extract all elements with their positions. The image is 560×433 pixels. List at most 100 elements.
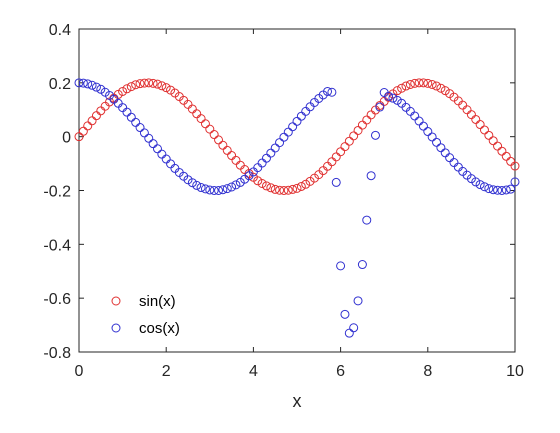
data-point xyxy=(135,123,145,133)
data-point xyxy=(222,184,232,194)
data-point xyxy=(187,178,197,188)
data-point xyxy=(370,130,380,140)
data-point xyxy=(157,81,167,91)
data-point xyxy=(296,181,306,191)
legend-label: sin(x) xyxy=(139,293,176,310)
data-point xyxy=(427,79,437,89)
data-point xyxy=(214,186,224,195)
data-point xyxy=(261,181,271,191)
data-point xyxy=(479,125,489,135)
data-point xyxy=(139,78,149,88)
data-point xyxy=(196,183,206,193)
data-point xyxy=(91,82,101,92)
y-tick-label: 0 xyxy=(62,130,71,147)
data-point xyxy=(266,183,276,193)
legend-label: cos(x) xyxy=(139,320,180,337)
data-point xyxy=(510,177,520,187)
data-point xyxy=(87,116,97,126)
data-point xyxy=(418,78,428,88)
data-point xyxy=(471,177,481,187)
data-point xyxy=(388,93,398,103)
data-point xyxy=(218,185,228,195)
x-tick-label: 0 xyxy=(75,363,84,380)
data-point xyxy=(475,180,485,190)
data-point xyxy=(357,260,367,270)
data-point xyxy=(122,84,132,94)
data-point xyxy=(283,185,293,195)
data-point xyxy=(148,78,158,88)
data-point xyxy=(384,91,394,101)
data-point xyxy=(436,143,446,153)
data-point xyxy=(497,186,507,195)
data-point xyxy=(493,185,503,195)
x-tick-label: 2 xyxy=(162,363,171,380)
data-point xyxy=(231,180,241,190)
data-point xyxy=(397,83,407,93)
data-point xyxy=(270,143,280,153)
data-point xyxy=(288,184,298,194)
x-tick-label: 8 xyxy=(423,363,432,380)
data-point xyxy=(340,309,350,319)
data-point xyxy=(423,127,433,137)
data-point xyxy=(135,79,145,89)
data-point xyxy=(126,82,136,92)
x-tick-label: 6 xyxy=(336,363,345,380)
data-point xyxy=(423,78,433,88)
data-point xyxy=(353,296,363,306)
data-point xyxy=(427,132,437,142)
data-point xyxy=(410,78,420,88)
data-point xyxy=(270,184,280,194)
data-point xyxy=(253,176,263,186)
data-point xyxy=(192,180,202,190)
tick-marks xyxy=(78,28,516,353)
data-point xyxy=(152,144,162,154)
data-point xyxy=(131,117,141,127)
data-point xyxy=(205,185,215,195)
x-tick-label: 4 xyxy=(249,363,258,380)
y-tick-label: -0.6 xyxy=(43,291,71,308)
data-point xyxy=(414,78,424,88)
data-point xyxy=(152,79,162,89)
tick-labels: 0 2 4 6 8 10 -0.8 -0.6 -0.4 -0.2 0 0.2 0.4 xyxy=(43,22,524,380)
data-point xyxy=(279,132,289,142)
data-point xyxy=(410,111,420,121)
data-point xyxy=(344,136,354,146)
data-point xyxy=(479,182,489,192)
data-point xyxy=(139,128,149,138)
data-point xyxy=(362,215,372,225)
data-point xyxy=(227,182,237,192)
data-point xyxy=(488,185,498,195)
data-point xyxy=(78,78,88,88)
data-point xyxy=(506,184,516,194)
data-point xyxy=(323,86,333,96)
data-point xyxy=(349,131,359,141)
x-tick-label: 10 xyxy=(506,363,524,380)
data-point xyxy=(292,183,302,193)
legend-marker xyxy=(111,296,121,306)
data-point xyxy=(275,185,285,195)
x-axis-label: x xyxy=(293,391,302,411)
data-point xyxy=(331,177,341,187)
data-point xyxy=(74,78,84,88)
data-point xyxy=(475,120,485,130)
data-point xyxy=(257,179,267,188)
data-point xyxy=(279,186,289,195)
data-point xyxy=(488,136,498,146)
series-1 xyxy=(74,78,520,338)
data-point xyxy=(432,81,442,91)
data-point xyxy=(209,186,219,195)
data-point xyxy=(131,80,141,90)
series-0 xyxy=(74,78,520,195)
data-point xyxy=(344,328,354,338)
data-point xyxy=(327,87,337,97)
data-point xyxy=(353,125,363,135)
data-point xyxy=(432,137,442,147)
data-point xyxy=(196,114,206,124)
data-point xyxy=(222,145,232,155)
data-point xyxy=(501,185,511,195)
y-tick-label: 0.4 xyxy=(49,22,71,39)
data-point xyxy=(78,126,88,136)
data-points xyxy=(74,78,520,338)
data-point xyxy=(510,161,520,171)
